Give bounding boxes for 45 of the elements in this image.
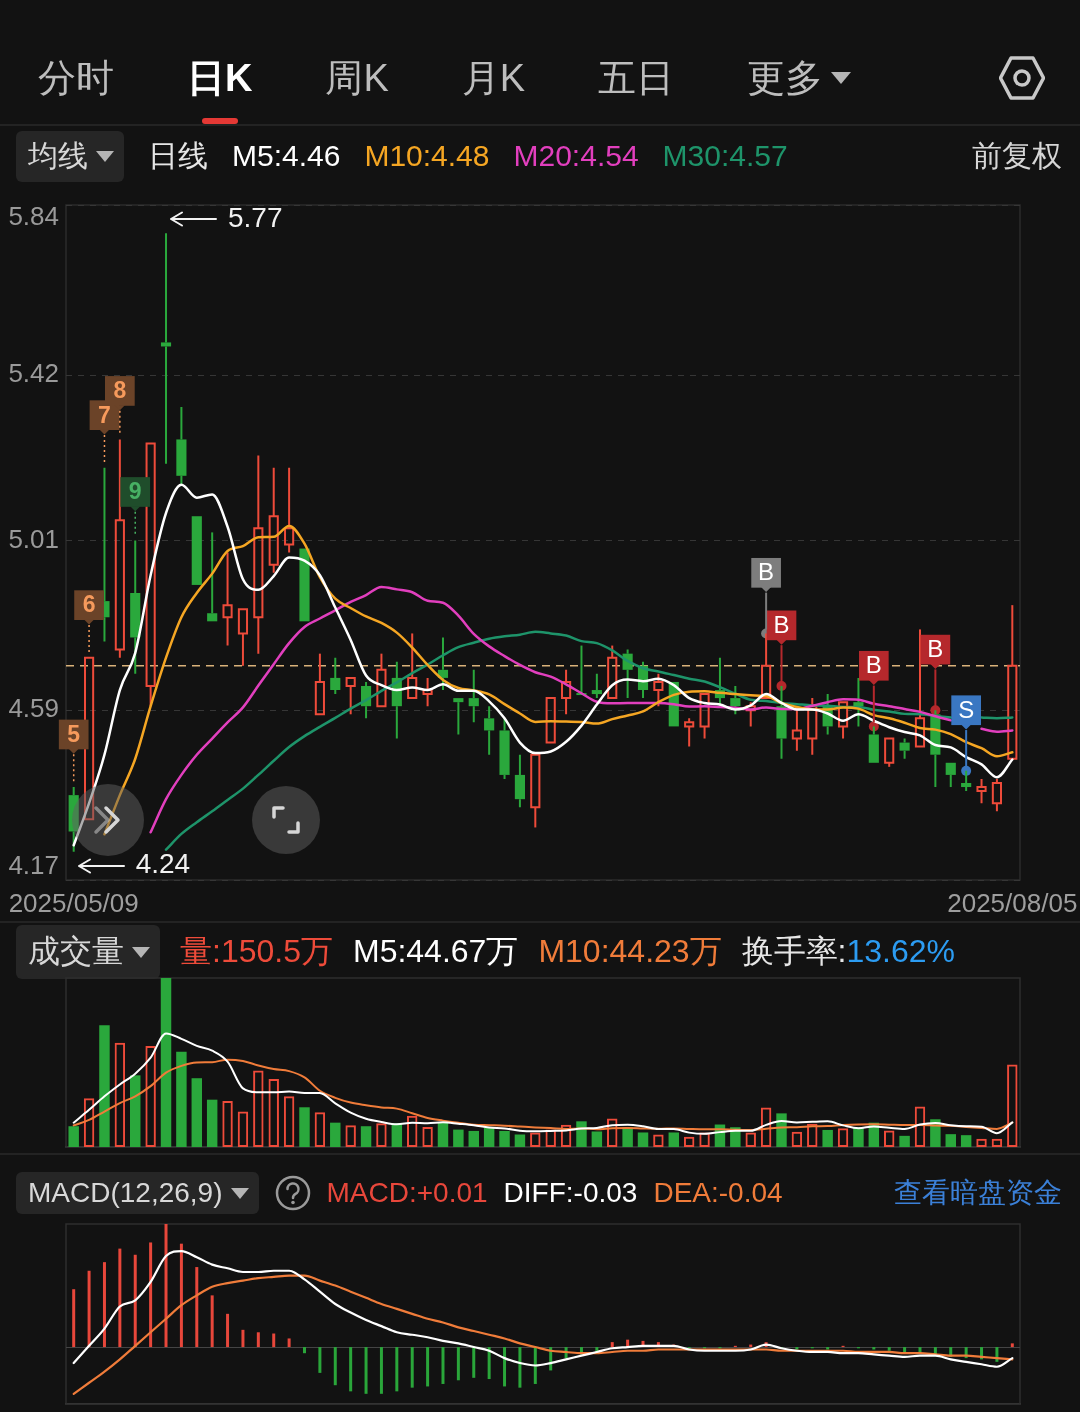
y-tick-label: 5.84	[8, 201, 59, 232]
annotation: B	[758, 558, 775, 586]
series-label: 量:150.5万	[180, 932, 333, 971]
y-tick-label: 5.01	[8, 523, 59, 554]
text: 五日	[598, 55, 675, 101]
text: 周K	[325, 55, 389, 101]
text: 更多	[747, 55, 824, 101]
dropdown-button: MACD(12,26,9)	[16, 1172, 259, 1214]
text: 查看暗盘资金	[894, 1176, 1062, 1210]
text: DEA:-0.04	[653, 1177, 783, 1209]
y-tick-label: 4.17	[8, 850, 59, 881]
chart-title: 成交量	[28, 932, 124, 971]
annotation: S	[958, 695, 975, 723]
y-tick-label: 5.42	[8, 357, 59, 388]
text: 日K	[187, 55, 253, 101]
chart-title: MACD(12,26,9)	[28, 1177, 223, 1209]
annotation: 6	[82, 591, 96, 618]
text: DIFF:-0.03	[503, 1177, 638, 1209]
legend-title: 日线	[148, 137, 208, 174]
text: M5:4.46	[232, 139, 341, 173]
x-tick-label: 2025/05/09	[8, 888, 139, 919]
annotation: 4.24	[135, 848, 191, 880]
annotation: B	[865, 651, 882, 679]
x-tick-label: 2025/08/05	[947, 888, 1078, 919]
text: 前复权	[972, 137, 1062, 174]
dropdown-button: 均线	[16, 130, 124, 182]
annotation: 7	[98, 401, 111, 428]
chart-title: 均线	[28, 137, 88, 174]
text: M10:4.48	[364, 139, 490, 173]
text: M20:4.54	[513, 139, 639, 173]
text: MACD:+0.01	[326, 1177, 488, 1209]
text: 月K	[461, 55, 526, 101]
text: 分时	[38, 55, 114, 101]
annotation: B	[927, 635, 944, 663]
text: M10:44.23万	[538, 932, 722, 971]
annotation: 8	[113, 377, 127, 404]
annotation: 5.77	[228, 202, 283, 234]
annotation: 5	[67, 720, 81, 747]
dropdown-button: 成交量	[16, 925, 160, 979]
text: 换手率:13.62%	[741, 933, 956, 969]
annotation: 9	[128, 478, 142, 505]
text: M30:4.57	[662, 139, 788, 173]
y-tick-label: 4.59	[8, 693, 59, 724]
annotation: B	[773, 610, 790, 638]
text: M5:44.67万	[352, 932, 519, 971]
